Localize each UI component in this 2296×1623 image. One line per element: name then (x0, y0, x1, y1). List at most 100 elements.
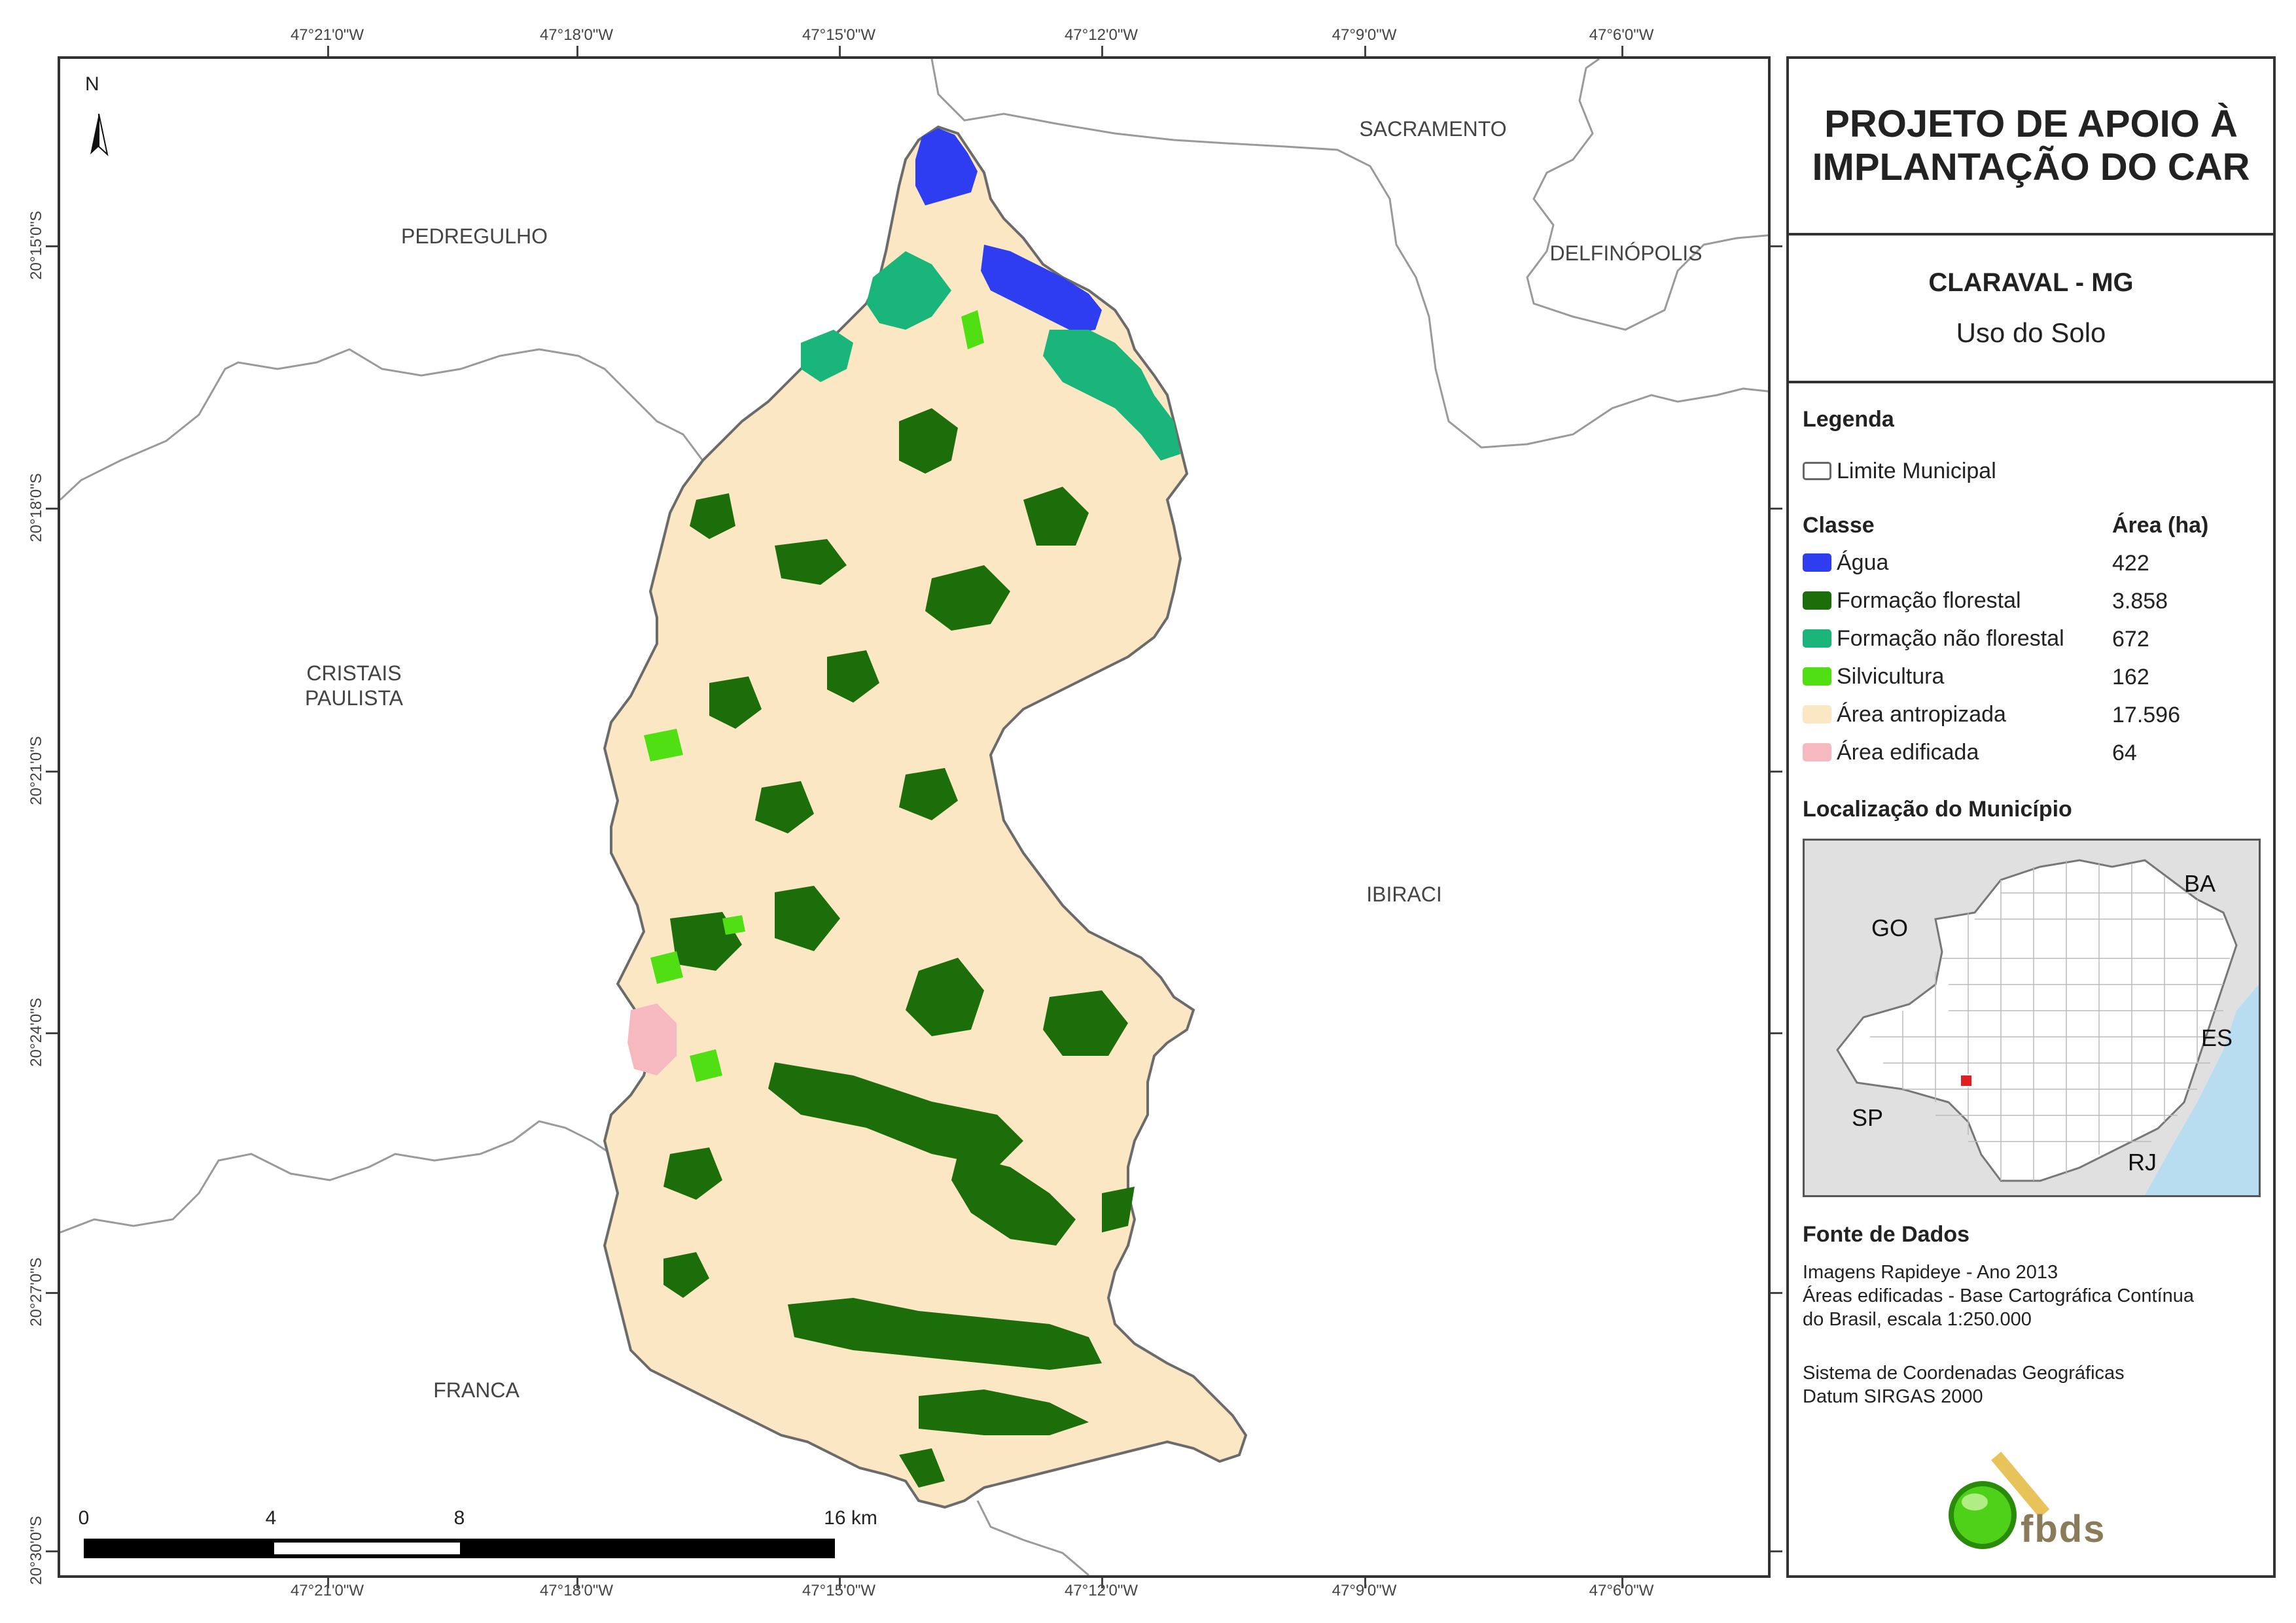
water-polygon (915, 128, 978, 205)
legend-area-value: 3.858 (2112, 589, 2168, 614)
legend-row-class: Formação florestal (1803, 587, 2021, 614)
lat-label-left: 20°18'0"S (27, 473, 45, 542)
inset-label-sp: SP (1852, 1104, 1884, 1131)
panel-title: PROJETO DE APOIO À (1824, 103, 2238, 145)
lon-label-top: 47°12'0"W (1064, 26, 1139, 44)
lon-label-top: 47°9'0"W (1332, 26, 1397, 44)
forest-polygon (925, 565, 1010, 631)
north-label: N (85, 73, 99, 95)
silviculture-polygon (644, 729, 683, 761)
boundary-line (60, 1120, 612, 1234)
class-non-forest (801, 251, 1180, 461)
municipality-label-franca: FRANCA (433, 1378, 520, 1402)
graticule-tick (46, 1032, 58, 1034)
forest-polygon (1023, 487, 1089, 546)
graticule-tick (327, 46, 329, 58)
municipality-title: CLARAVAL - MG (1928, 268, 2134, 297)
lon-label-top: 47°18'0"W (539, 26, 614, 44)
legend-row-class: Formação não florestal (1803, 625, 2064, 652)
non-forest-polygon (1043, 330, 1180, 461)
lon-label-top: 47°21'0"W (290, 26, 364, 44)
legend-area-value: 162 (2112, 665, 2149, 689)
graticule-tick (46, 245, 58, 247)
municipality-panel: CLARAVAL - MG Uso do Solo (1786, 233, 2276, 383)
lat-label-left: 20°21'0"S (27, 736, 45, 805)
forest-polygon (663, 1252, 709, 1298)
theme-title: Uso do Solo (1956, 317, 2106, 348)
scale-bar (84, 1539, 835, 1558)
silviculture-polygon (961, 310, 984, 349)
land-use-map (60, 59, 1768, 1575)
graticule-tick (1771, 508, 1782, 510)
silviculture-polygon (690, 1049, 722, 1082)
graticule-tick (1364, 1577, 1366, 1588)
north-arrow (90, 113, 109, 156)
legend-label: Formação não florestal (1837, 625, 2064, 651)
source-line: Áreas edificadas - Base Cartográfica Con… (1803, 1285, 2195, 1306)
boundary-line (976, 1500, 1089, 1575)
legend-label: Formação florestal (1837, 587, 2021, 613)
water-polygon (981, 245, 1102, 333)
graticule-tick (1621, 1577, 1623, 1588)
forest-polygon (919, 1389, 1089, 1435)
forest-polygon (1102, 1187, 1135, 1232)
graticule-tick (839, 46, 841, 58)
forest-polygon (1043, 990, 1128, 1056)
inset-label-rj: RJ (2128, 1149, 2157, 1176)
graticule-tick (576, 46, 578, 58)
silviculture-polygon (650, 951, 683, 984)
source-line: Imagens Rapideye - Ano 2013 (1803, 1262, 2058, 1283)
boundary-swatch (1803, 462, 1831, 480)
scale-label: 8 (453, 1507, 465, 1529)
graticule-tick (576, 1577, 578, 1588)
boundary-line (1526, 59, 1768, 331)
legend-label: Área antropizada (1837, 701, 2006, 727)
forest-polygon (899, 768, 958, 820)
graticule-tick (839, 1577, 841, 1588)
legend-row-class: Área antropizada (1803, 701, 2006, 727)
graticule-tick (1771, 771, 1782, 773)
inset-label-ba: BA (2184, 870, 2216, 897)
scale-label: 16 km (824, 1507, 877, 1529)
lon-label-top: 47°15'0"W (802, 26, 876, 44)
legend-heading: Legenda (1803, 407, 1894, 432)
municipality-label-cristais: CRISTAIS (306, 661, 402, 685)
graticule-tick (46, 1550, 58, 1552)
legend-label: Silvicultura (1837, 663, 1945, 689)
forest-polygon (663, 1147, 722, 1200)
municipality-label-pedregulho: PEDREGULHO (400, 224, 548, 248)
legend-row-class: Área edificada (1803, 739, 1979, 765)
forest-polygon (899, 1448, 945, 1488)
logo-mark (1949, 1452, 2050, 1549)
lat-label-left: 20°15'0"S (27, 211, 45, 280)
forest-polygon (755, 781, 814, 833)
built-swatch (1803, 743, 1831, 761)
legend-row-boundary: Limite Municipal (1803, 458, 1996, 484)
location-heading: Localização do Município (1803, 797, 2072, 822)
legend-row-class: Água (1803, 550, 1888, 576)
forest-polygon (906, 958, 984, 1036)
lat-label-left: 20°27'0"S (27, 1257, 45, 1327)
map-frame (58, 56, 1771, 1578)
graticule-tick (1771, 245, 1782, 247)
scale-label: 4 (265, 1507, 277, 1529)
graticule-tick (46, 508, 58, 510)
graticule-tick (1771, 1292, 1782, 1294)
scale-label: 0 (78, 1507, 90, 1529)
legend-area-value: 422 (2112, 551, 2149, 576)
graticule-tick (1101, 46, 1103, 58)
lon-label-top: 47°6'0"W (1589, 26, 1654, 44)
graticule-tick (46, 771, 58, 773)
legend-row-class: Silvicultura (1803, 663, 1944, 689)
class-silviculture (644, 310, 984, 1082)
forest-polygon (788, 1298, 1102, 1370)
location-inset-map (1803, 839, 2261, 1197)
graticule-tick (327, 1577, 329, 1588)
source-heading: Fonte de Dados (1803, 1222, 1970, 1247)
graticule-tick (46, 1292, 58, 1294)
source-line: Sistema de Coordenadas Geográficas (1803, 1363, 2125, 1384)
source-line: do Brasil, escala 1:250.000 (1803, 1309, 2032, 1330)
claraval-location-marker (1960, 1074, 1973, 1087)
legend-label: Área edificada (1837, 739, 1979, 765)
minas-gerais-state (1836, 859, 2238, 1182)
